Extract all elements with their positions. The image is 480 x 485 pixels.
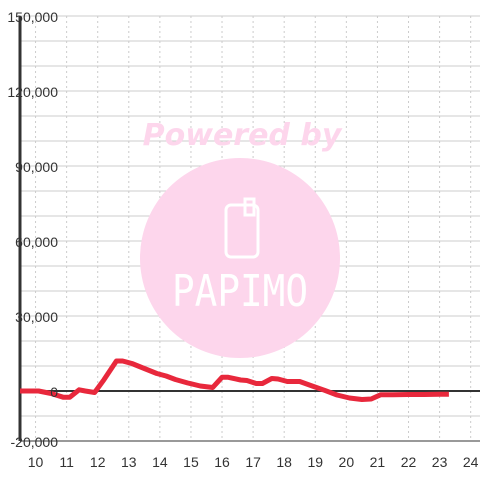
series-layer xyxy=(20,358,449,402)
x-tick-label: 17 xyxy=(245,454,261,470)
grid xyxy=(20,15,480,442)
x-tick-label: 11 xyxy=(59,454,74,470)
x-tick-label: 14 xyxy=(152,454,168,470)
tick-labels: -20,000 0 30,000 60,000 90,000 120,000 150,000… xyxy=(7,9,478,470)
x-tick-label: 23 xyxy=(432,454,448,470)
x-tick-label: 19 xyxy=(307,454,323,470)
y-tick-label: 0 xyxy=(50,384,58,400)
x-tick-label: 13 xyxy=(121,454,137,470)
x-tick-label: 12 xyxy=(90,454,106,470)
phone-icon xyxy=(224,197,260,259)
watermark-powered-by: Powered by xyxy=(143,118,343,153)
x-tick-label: 20 xyxy=(339,454,355,470)
x-tick-label: 15 xyxy=(183,454,199,470)
watermark-logo-text: PAPIMO xyxy=(172,266,308,317)
papimo-watermark: Powered by PAPIMO xyxy=(140,118,343,358)
x-tick-label: 22 xyxy=(401,454,417,470)
y-tick-label: 60,000 xyxy=(15,234,58,250)
x-tick-label: 16 xyxy=(214,454,230,470)
y-tick-label: 90,000 xyxy=(15,159,58,175)
y-tick-label: 120,000 xyxy=(7,84,58,100)
y-tick-label: 30,000 xyxy=(15,309,58,325)
y-tick-label: 150,000 xyxy=(7,9,58,25)
x-tick-label: 24 xyxy=(463,454,479,470)
x-tick-label: 18 xyxy=(276,454,292,470)
y-tick-label: -20,000 xyxy=(11,434,59,450)
x-tick-label: 10 xyxy=(28,454,44,470)
series-line xyxy=(20,358,449,402)
x-tick-label: 21 xyxy=(370,454,386,470)
